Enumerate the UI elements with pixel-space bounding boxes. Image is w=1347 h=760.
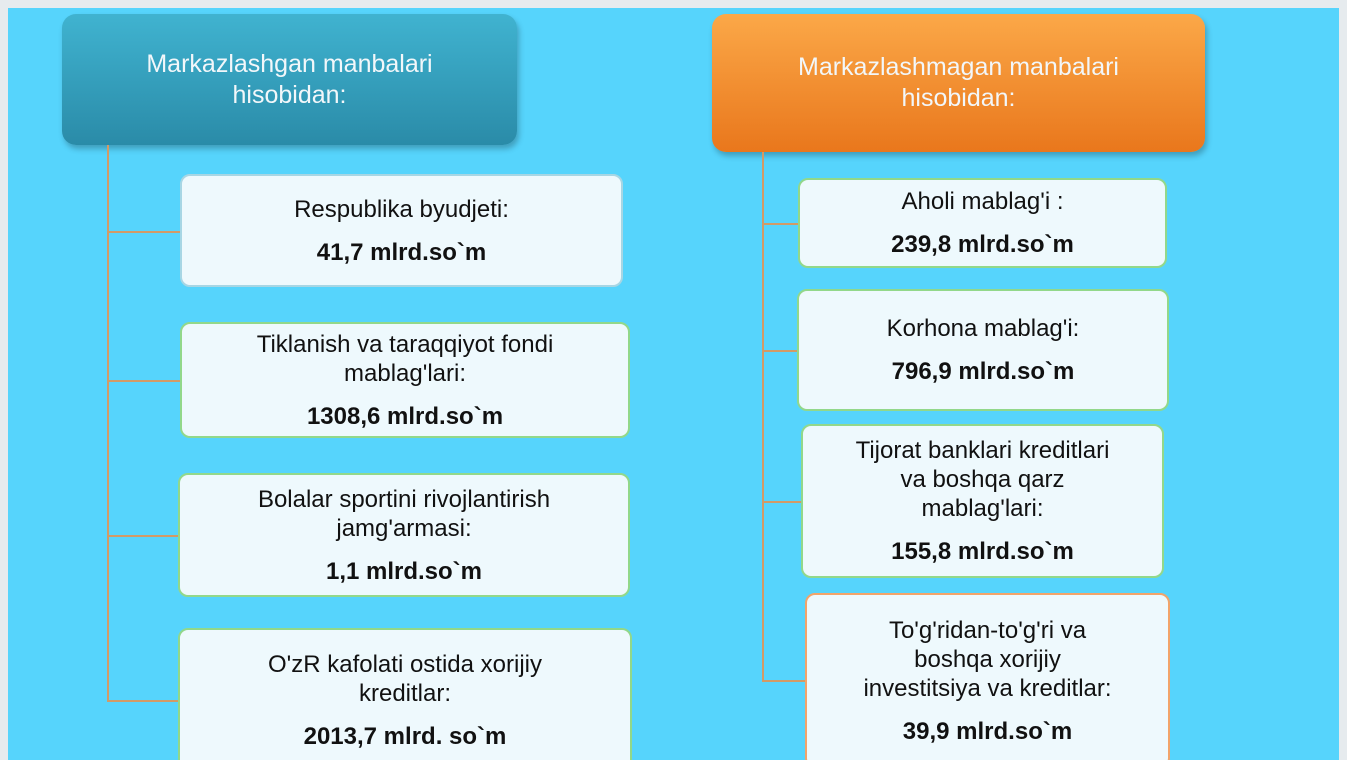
text: Tiklanish va taraqqiyot fondi xyxy=(256,330,554,358)
header: Markazlashgan manbalari hisobidan: xyxy=(62,14,517,145)
text: To'g'ridan-to'g'ri va xyxy=(888,616,1087,644)
text: 1308,6 mlrd.so`m xyxy=(306,402,504,430)
connector xyxy=(762,350,797,352)
text: Respublika byudjeti: xyxy=(294,195,509,223)
source-box: O'zR kafolati ostida xorijiy kreditlar: 20… xyxy=(178,628,632,760)
text: 39,9 mlrd.so`m xyxy=(902,717,1073,745)
text: 41,7 mlrd.so`m xyxy=(316,238,487,266)
text: mablag'lari: xyxy=(921,495,1044,522)
text: jamg'armasi: xyxy=(336,514,472,542)
connector xyxy=(107,380,180,382)
source-box: To'g'ridan-to'g'ri va boshqa xorijiy inves… xyxy=(805,593,1170,760)
text: O'zR kafolati ostida xorijiy xyxy=(267,651,542,678)
source-box: Respublika byudjeti: 41,7 mlrd.so`m xyxy=(180,174,623,287)
source-box: Bolalar sportini rivojlantirish jamg'arma… xyxy=(178,473,630,597)
text: 239,8 mlrd.so`m xyxy=(891,231,1074,258)
text: Korhona mablag'i: xyxy=(886,315,1080,342)
connector xyxy=(107,700,178,702)
text: Bolalar sportini rivojlantirish xyxy=(257,485,551,513)
diagram: Markazlashgan manbalari hisobidan: Respubl… xyxy=(8,8,1339,760)
text: Markazlashmagan manbalari xyxy=(798,53,1119,81)
connector xyxy=(762,680,805,682)
source-box: Korhona mablag'i: 796,9 mlrd.so`m xyxy=(797,289,1169,411)
text: 155,8 mlrd.so`m xyxy=(891,538,1074,565)
connector xyxy=(762,223,798,225)
text: Aholi mablag'i : xyxy=(901,188,1064,215)
connector xyxy=(762,501,801,503)
text: hisobidan: xyxy=(232,80,347,109)
text: 2013,7 mlrd. so`m xyxy=(303,723,507,750)
connector xyxy=(107,535,178,537)
text: 1,1 mlrd.so`m xyxy=(325,557,483,585)
text: 796,9 mlrd.so`m xyxy=(891,358,1075,385)
text: boshqa xorijiy xyxy=(914,645,1061,673)
source-box: Aholi mablag'i : 239,8 mlrd.so`m xyxy=(798,178,1167,268)
connector xyxy=(107,145,109,700)
text: mablag'lari: xyxy=(344,359,466,387)
text: investitsiya va kreditlar: xyxy=(863,674,1112,702)
text: kreditlar: xyxy=(358,680,452,707)
text: va boshqa qarz xyxy=(900,466,1065,493)
text: Tijorat banklari kreditlari xyxy=(855,437,1110,464)
connector xyxy=(107,230,180,233)
text: Markazlashgan manbalari xyxy=(146,49,433,78)
source-box: Tiklanish va taraqqiyot fondi mablag'lari… xyxy=(180,322,630,438)
connector xyxy=(762,152,764,680)
header: Markazlashmagan manbalari hisobidan: xyxy=(712,14,1205,152)
source-box: Tijorat banklari kreditlari va boshqa qar… xyxy=(801,424,1164,578)
text: hisobidan: xyxy=(901,84,1016,112)
